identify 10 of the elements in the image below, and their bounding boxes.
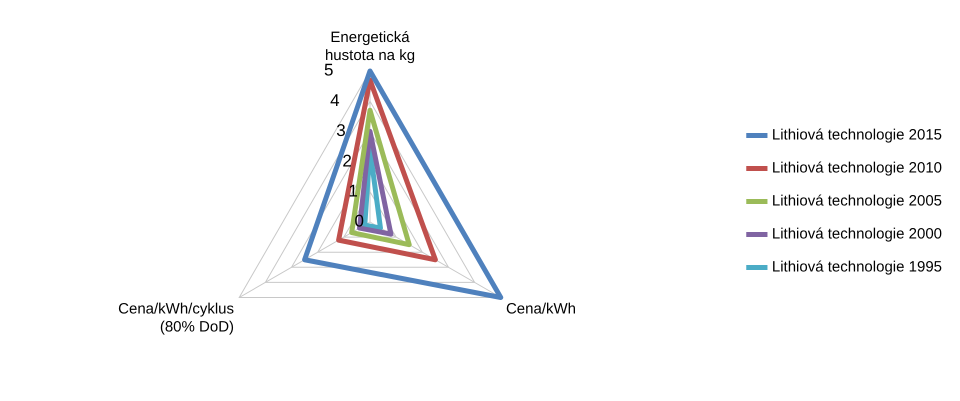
spoke-label: Cena/kWh (506, 300, 576, 318)
legend-label: Lithiová technologie 1995 (772, 258, 942, 276)
y-tick-label: 4 (330, 90, 340, 110)
y-tick-label: 2 (342, 151, 352, 170)
legend-label: Lithiová technologie 2015 (772, 126, 942, 144)
legend-label: Lithiová technologie 2010 (772, 160, 942, 177)
spoke-label: Cena/kWh/cyklus (80% DoD) (118, 300, 234, 336)
legend-label: Lithiová technologie 2005 (772, 192, 942, 210)
legend-label: Lithiová technologie 2000 (772, 226, 942, 243)
y-tick-label: 3 (336, 121, 346, 140)
